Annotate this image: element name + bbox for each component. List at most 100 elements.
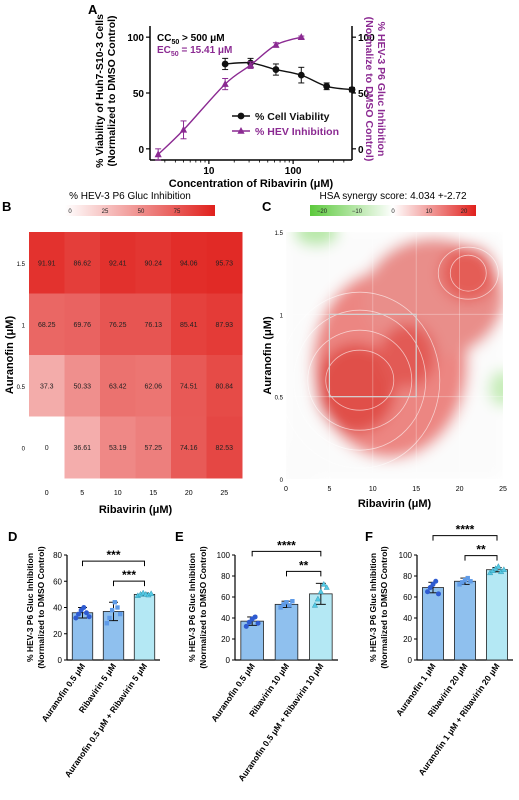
y-tick-label: 80 bbox=[53, 551, 62, 560]
heatmap-cell-value: 0 bbox=[45, 445, 49, 452]
x-tick-label: 10 bbox=[114, 490, 122, 497]
contour-line bbox=[307, 329, 413, 431]
y-tick-label: 80 bbox=[221, 572, 230, 581]
y-tick-label: 40 bbox=[221, 614, 230, 623]
y-tick-label: 1.5 bbox=[17, 262, 26, 268]
panel-e-bar-chart: E 0 20 40 60 80 100 % HEV-3 P6 Gluc Inhibition(… bbox=[175, 529, 338, 783]
data-point bbox=[465, 575, 470, 581]
x-axis-title: Ribavirin (μM) bbox=[99, 504, 173, 516]
heatmap-cell-value: 74.51 bbox=[180, 383, 198, 390]
data-point bbox=[104, 621, 110, 626]
colorbar bbox=[310, 205, 476, 216]
heatmap-cell bbox=[135, 232, 172, 294]
y-tick-label: 0 bbox=[280, 478, 284, 484]
series-line-viability bbox=[225, 61, 353, 91]
surface-green bbox=[489, 370, 503, 407]
y-axis-title-right-line: % HEV-3 P6 Gluc Inhibition bbox=[375, 22, 387, 157]
colorbar-tick-label: 10 bbox=[426, 209, 433, 215]
y-tick-label: 40 bbox=[403, 614, 412, 623]
heatmap-cell-value: 76.25 bbox=[109, 322, 127, 329]
y-tick-label: 1.5 bbox=[275, 231, 284, 237]
synergy-title: HSA synergy score: 4.034 +-2.72 bbox=[319, 191, 466, 202]
panel-c-synergy-map: C HSA synergy score: 4.034 +-2.72 −20 −10 0 1… bbox=[262, 191, 507, 510]
y-tick-label-right: 50 bbox=[358, 89, 370, 100]
heatmap-cell bbox=[171, 232, 207, 294]
significance-label: ** bbox=[299, 558, 309, 572]
y-tick-label: 1 bbox=[22, 323, 26, 329]
heatmap-cell-value: 85.41 bbox=[180, 322, 198, 329]
heatmap-cell bbox=[171, 355, 207, 417]
heatmap-cell-value: 37.3 bbox=[40, 383, 54, 390]
heatmap-cell bbox=[100, 355, 136, 417]
bar bbox=[454, 580, 476, 661]
panel-d-bar-chart: D 0 20 40 60 80 % HEV-3 P6 Gluc Inhibition(Nor… bbox=[8, 529, 160, 779]
data-point bbox=[83, 610, 89, 616]
heatmap-title: % HEV-3 P6 Gluc Inhibition bbox=[69, 191, 191, 202]
panel-label-d: D bbox=[8, 529, 17, 544]
data-point bbox=[86, 614, 92, 620]
x-tick-label: 5 bbox=[80, 490, 84, 497]
data-point bbox=[457, 582, 462, 587]
y-tick-label: 0.5 bbox=[275, 396, 284, 402]
y-axis-title-left: % Viability of Huh7-S10-3 Cells(Normaliz… bbox=[94, 14, 118, 168]
heatmap-cell bbox=[171, 416, 207, 479]
data-point bbox=[117, 611, 123, 617]
heatmap-cell-value: 91.91 bbox=[38, 260, 56, 267]
contour-line bbox=[293, 309, 427, 451]
data-point bbox=[314, 595, 321, 602]
heatmap-cell bbox=[206, 232, 243, 294]
bar bbox=[274, 603, 299, 661]
y-tick-label: 20 bbox=[403, 635, 412, 644]
y-tick-label: 0.5 bbox=[17, 385, 26, 391]
y-axis-title-line: (Normalized to DMSO Control) bbox=[198, 546, 208, 668]
data-point bbox=[287, 603, 292, 608]
data-point-hev bbox=[154, 150, 162, 158]
heatmap-cell bbox=[29, 293, 65, 356]
y-axis-title-line: % HEV-3 P6 Gluc Inhibition bbox=[25, 553, 35, 662]
surface-blob bbox=[440, 245, 497, 302]
colorbar-tick-label: −20 bbox=[317, 209, 328, 215]
heatmap-cell bbox=[206, 355, 243, 417]
heatmap-cell bbox=[100, 293, 136, 356]
data-point-viability bbox=[272, 66, 280, 73]
data-point-hev bbox=[221, 80, 229, 87]
legend-marker-viability bbox=[237, 112, 245, 120]
x-tick-label: 15 bbox=[412, 486, 420, 493]
x-axis-title: Concentration of Ribavirin (μM) bbox=[169, 178, 334, 190]
y-tick-label: 100 bbox=[399, 551, 413, 560]
panel-label-b: B bbox=[2, 199, 11, 214]
y-axis-title: % HEV-3 P6 Gluc Inhibition(Normalized to… bbox=[187, 546, 208, 668]
data-point-viability bbox=[297, 71, 305, 79]
heatmap-cell-value: 74.16 bbox=[180, 445, 198, 452]
significance-label: **** bbox=[277, 538, 296, 552]
heatmap-cell-value: 63.42 bbox=[109, 383, 127, 390]
surface-white bbox=[286, 432, 320, 479]
data-point bbox=[243, 623, 249, 629]
surface-blob bbox=[379, 323, 436, 388]
legend-marker-hev bbox=[237, 127, 245, 134]
data-point bbox=[425, 589, 431, 595]
data-point bbox=[281, 602, 286, 607]
data-point bbox=[460, 580, 465, 585]
y-axis-title: % HEV-3 P6 Gluc Inhibition(Normalized to… bbox=[25, 546, 46, 668]
heatmap-cell bbox=[64, 416, 101, 479]
heatmap-cell-value: 86.62 bbox=[73, 260, 91, 267]
y-tick-label-left: 0 bbox=[138, 145, 144, 156]
x-tick-label: 20 bbox=[456, 486, 464, 493]
x-tick-label: 10 bbox=[203, 166, 215, 177]
y-axis-title-line: % HEV-3 P6 Gluc Inhibition bbox=[368, 553, 378, 662]
data-point bbox=[246, 619, 252, 625]
y-tick-label: 60 bbox=[403, 593, 412, 602]
data-point bbox=[433, 578, 439, 584]
heatmap-cell-value: 50.33 bbox=[73, 383, 91, 390]
data-point bbox=[317, 588, 324, 594]
ec50-prefix: EC bbox=[157, 45, 171, 56]
x-tick-label: 20 bbox=[185, 490, 193, 497]
data-point bbox=[148, 590, 155, 596]
data-point-viability bbox=[348, 86, 356, 94]
data-point bbox=[435, 591, 441, 597]
panel-f-bar-chart: F 0 20 40 60 80 100 % HEV-3 P6 Gluc Inhibition(… bbox=[365, 523, 513, 777]
significance-bracket bbox=[82, 560, 145, 567]
